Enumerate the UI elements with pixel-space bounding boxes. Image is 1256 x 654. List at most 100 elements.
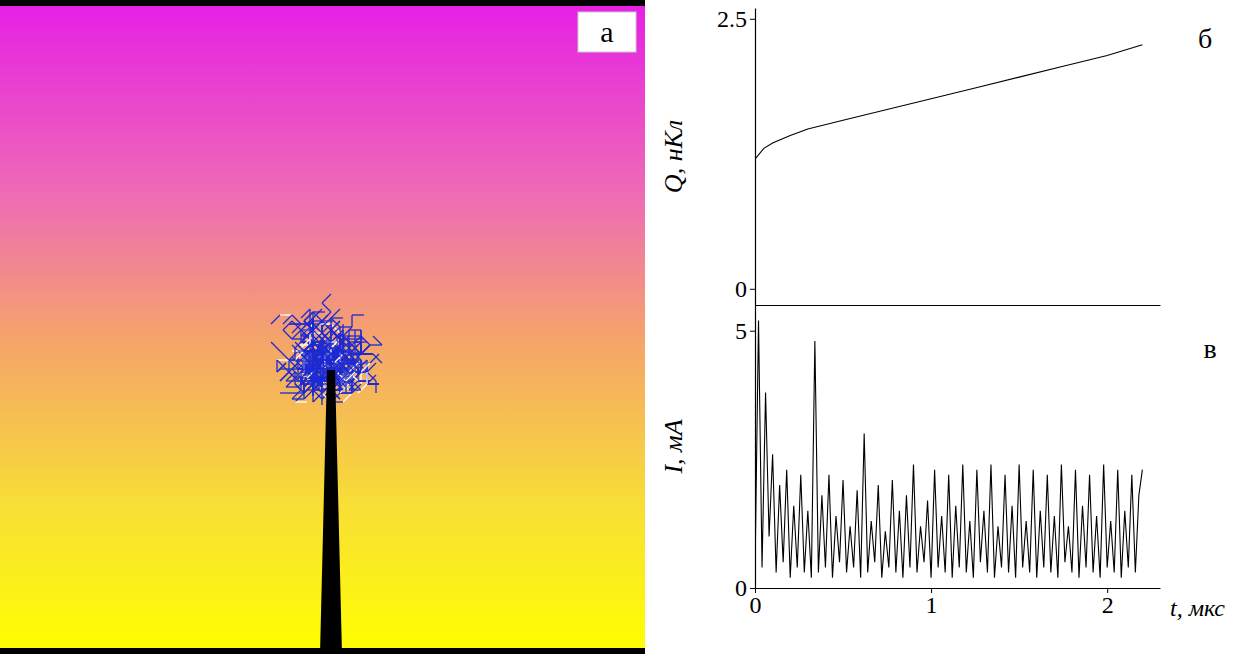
branch	[334, 366, 343, 375]
branch	[310, 320, 322, 321]
branch	[342, 336, 343, 348]
branch	[312, 330, 313, 342]
branch	[294, 372, 295, 384]
branch	[304, 378, 313, 387]
x-axis-line	[756, 588, 1161, 589]
frame-top	[0, 0, 645, 6]
branch	[346, 372, 355, 381]
branch	[312, 330, 313, 342]
y-tick: 2.5	[717, 6, 755, 32]
x-tick: 2	[1102, 588, 1114, 618]
branch	[349, 353, 361, 354]
branch	[342, 336, 343, 348]
branch	[271, 315, 280, 324]
branch	[343, 327, 352, 336]
plot-area	[755, 320, 1142, 577]
branch	[322, 348, 331, 357]
branch	[343, 336, 352, 345]
branch	[321, 339, 322, 351]
branch	[313, 359, 325, 360]
branch	[322, 303, 331, 312]
branch	[367, 375, 376, 384]
branch	[312, 330, 313, 342]
branch	[292, 392, 304, 393]
branch	[286, 372, 295, 381]
frame-bottom	[0, 648, 645, 654]
branch	[312, 330, 313, 342]
x-tick-label: 2	[1102, 592, 1114, 618]
branch	[343, 366, 352, 375]
y-axis: 05	[735, 306, 756, 602]
branch	[315, 369, 316, 381]
branch	[303, 357, 304, 369]
branch	[352, 363, 361, 372]
branch	[313, 359, 325, 360]
y-tick: 5	[735, 318, 755, 344]
branch	[366, 372, 367, 384]
branch	[322, 294, 331, 303]
label-box	[578, 12, 636, 52]
branch	[321, 339, 322, 351]
branch	[321, 375, 322, 387]
branch	[303, 357, 304, 369]
branch	[312, 342, 313, 354]
x-tick: 0	[750, 588, 762, 618]
branch	[361, 363, 370, 372]
branch	[360, 342, 361, 354]
branch	[340, 351, 349, 360]
branch	[304, 390, 313, 399]
branch	[312, 354, 313, 366]
plot-area	[755, 45, 1142, 159]
branch	[331, 317, 343, 318]
data-line	[755, 45, 1142, 159]
branch	[312, 318, 313, 330]
branch	[360, 342, 361, 354]
branch	[313, 393, 322, 402]
branch	[310, 350, 322, 351]
branch	[321, 393, 322, 405]
branch	[298, 350, 310, 351]
branch	[280, 351, 289, 360]
branch	[349, 341, 361, 342]
branch	[312, 354, 313, 366]
x-tick: 1	[926, 588, 938, 618]
branch	[298, 380, 310, 381]
x-tick-label: 1	[926, 592, 938, 618]
branch	[361, 353, 373, 354]
branch	[310, 350, 322, 351]
y-axis-title: Q, нКл	[659, 120, 688, 193]
branch	[313, 359, 325, 360]
branch	[361, 353, 373, 354]
branch	[373, 336, 382, 345]
branch	[360, 342, 361, 354]
branch	[303, 357, 304, 369]
branch	[295, 401, 307, 402]
branch	[301, 354, 310, 363]
branch	[294, 348, 295, 360]
branch	[310, 350, 322, 351]
branch	[312, 318, 313, 330]
y-tick-label: 2.5	[717, 6, 747, 32]
y-tick-mark	[750, 331, 755, 332]
branch	[309, 309, 310, 321]
panel-label: а	[600, 15, 613, 48]
y-axis-title: I, мА	[659, 419, 688, 474]
branch	[312, 342, 313, 354]
branch	[292, 398, 304, 399]
branch	[361, 345, 370, 354]
branch	[373, 354, 382, 363]
branch	[361, 345, 370, 354]
branch	[313, 359, 325, 360]
branch	[301, 366, 310, 375]
branch	[292, 315, 301, 324]
branch	[277, 360, 286, 369]
background	[0, 0, 645, 654]
branch	[333, 351, 334, 363]
branch	[303, 357, 304, 369]
branch	[312, 330, 313, 342]
branch	[312, 318, 313, 330]
branch	[283, 330, 292, 339]
branch	[370, 344, 382, 345]
branch	[313, 342, 322, 351]
branch	[280, 392, 292, 393]
